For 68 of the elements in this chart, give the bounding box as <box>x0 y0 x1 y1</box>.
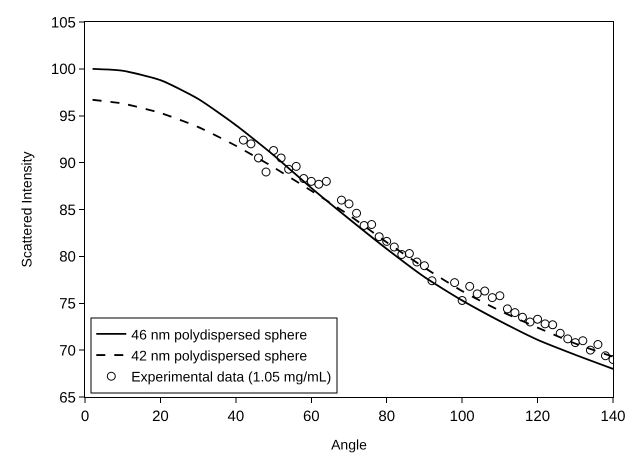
point <box>556 328 565 338</box>
legend-label: 42 nm polydispersed sphere <box>131 348 308 364</box>
point <box>360 220 369 230</box>
x-tick-label: 140 <box>600 408 626 426</box>
x-tick-label: 120 <box>525 408 550 426</box>
point <box>374 232 384 242</box>
point <box>465 282 474 291</box>
point <box>526 318 535 326</box>
point <box>238 136 248 145</box>
point <box>246 139 256 148</box>
point <box>397 250 406 259</box>
y-tick-label: 65 <box>59 389 76 406</box>
point <box>472 289 482 298</box>
x-tick-label: 100 <box>450 408 475 426</box>
y-tick-label: 90 <box>59 154 76 172</box>
legend-label: Experimental data (1.05 mg/mL) <box>131 368 332 385</box>
point <box>480 286 490 296</box>
x-tick-label: 40 <box>228 408 244 426</box>
point <box>292 162 301 171</box>
point <box>427 276 436 286</box>
point <box>284 164 294 174</box>
point <box>352 208 362 218</box>
point <box>262 168 271 176</box>
y-tick-label: 100 <box>50 61 76 78</box>
point <box>540 319 550 328</box>
point <box>510 308 520 318</box>
point <box>306 176 316 186</box>
point <box>600 351 610 360</box>
x-tick-label: 20 <box>152 408 169 426</box>
point <box>502 304 512 314</box>
point <box>254 153 263 162</box>
y-axis-title: Scattered Intensity <box>18 152 34 268</box>
point <box>344 199 354 208</box>
y-tick-label: 70 <box>59 342 76 360</box>
point <box>314 180 324 189</box>
x-tick-label: 80 <box>378 408 396 426</box>
point <box>488 293 497 302</box>
point <box>412 258 422 266</box>
y-tick-label: 75 <box>59 296 76 312</box>
point <box>570 338 580 348</box>
point <box>518 312 527 322</box>
point <box>382 236 392 246</box>
point <box>367 220 376 229</box>
point <box>322 176 331 186</box>
point <box>404 249 414 258</box>
x-tick-label: 0 <box>80 408 90 426</box>
legend-label: 46 nm polydispersed sphere <box>131 326 308 342</box>
y-tick-label: 95 <box>59 108 76 125</box>
point <box>563 334 572 344</box>
x-axis-title: Angle <box>331 436 368 452</box>
point <box>276 153 286 162</box>
point <box>420 261 429 270</box>
point <box>299 174 308 184</box>
point <box>458 296 467 305</box>
y-tick-label: 105 <box>50 14 76 32</box>
point <box>586 346 595 355</box>
point <box>336 196 346 205</box>
y-tick-label: 80 <box>59 248 76 266</box>
point <box>548 320 558 330</box>
point <box>533 314 542 324</box>
point <box>269 146 278 155</box>
point <box>578 336 588 346</box>
point <box>450 278 460 288</box>
x-tick-label: 60 <box>302 408 320 426</box>
point <box>495 291 504 300</box>
point <box>390 242 399 252</box>
point <box>593 340 602 349</box>
y-tick-label: 85 <box>59 202 76 219</box>
